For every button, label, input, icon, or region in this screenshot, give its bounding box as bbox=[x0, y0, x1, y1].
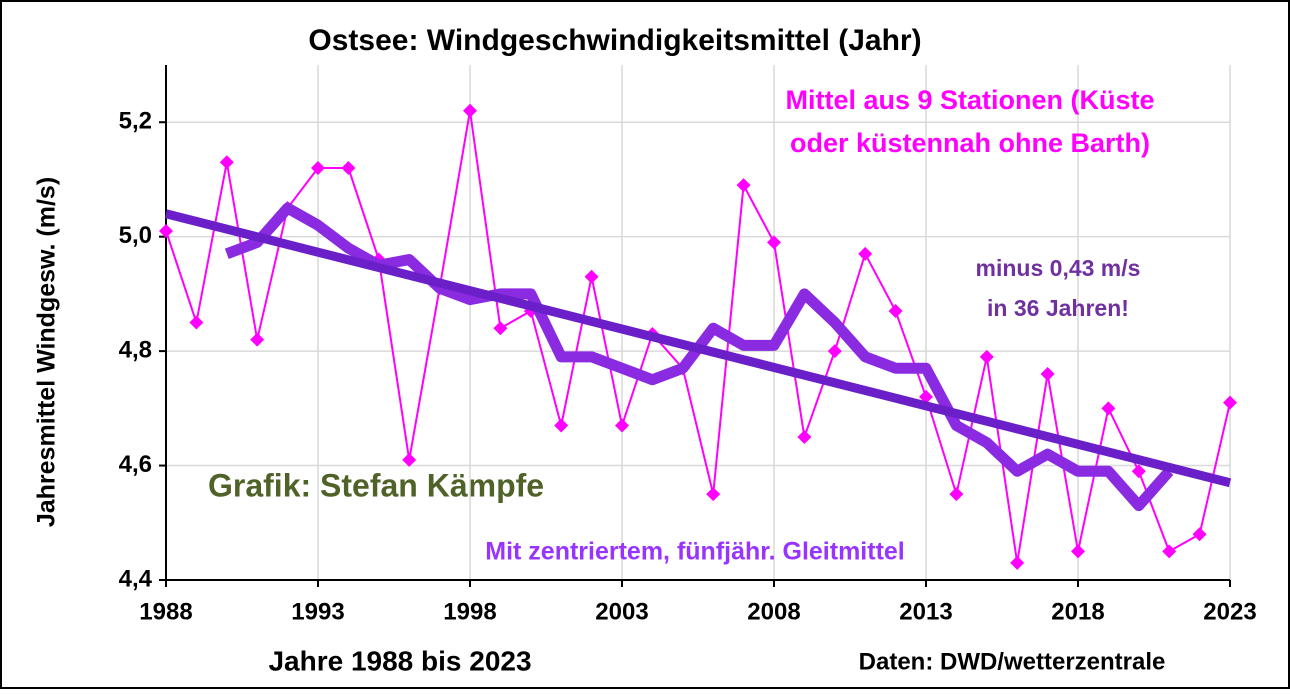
y-axis-label: Jahresmittel Windgesw. (m/s) bbox=[33, 177, 61, 527]
point bbox=[1131, 464, 1146, 479]
point bbox=[463, 103, 477, 118]
series-annotation: Mittel aus 9 Stationen (Küste bbox=[785, 85, 1154, 115]
x-tick-label: 2018 bbox=[1051, 598, 1104, 625]
source: Daten: DWD/wetterzentrale bbox=[859, 648, 1166, 675]
point bbox=[1162, 544, 1177, 559]
point bbox=[189, 315, 204, 330]
point bbox=[767, 235, 781, 250]
point bbox=[493, 321, 508, 336]
point bbox=[1192, 527, 1207, 542]
x-tick-label: 2023 bbox=[1203, 598, 1256, 625]
point bbox=[979, 349, 994, 364]
point bbox=[1040, 367, 1055, 381]
point bbox=[219, 155, 234, 170]
x-tick-label: 2013 bbox=[899, 598, 952, 625]
x-tick-label: 2008 bbox=[747, 598, 800, 625]
x-tick-label: 2003 bbox=[595, 598, 648, 625]
y-tick-label: 5,2 bbox=[119, 108, 152, 135]
y-tick-label: 4,4 bbox=[119, 565, 153, 592]
point bbox=[250, 332, 265, 347]
point bbox=[1010, 555, 1025, 570]
x-tick-label: 1993 bbox=[291, 598, 344, 625]
point bbox=[1071, 544, 1085, 559]
series-annotation: Mit zentriertem, fünfjähr. Gleitmittel bbox=[485, 538, 905, 566]
series-annotation: in 36 Jahren! bbox=[987, 295, 1129, 321]
point bbox=[311, 161, 325, 175]
x-tick-label: 1998 bbox=[443, 598, 496, 625]
point bbox=[827, 344, 842, 359]
series-annotation: minus 0,43 m/s bbox=[976, 255, 1141, 281]
chart-title: Ostsee: Windgeschwindigkeitsmittel (Jahr… bbox=[308, 24, 921, 57]
point bbox=[949, 487, 964, 502]
point bbox=[797, 429, 812, 444]
series-annotation: oder küstennah ohne Barth) bbox=[790, 128, 1150, 158]
x-axis-label: Jahre 1988 bis 2023 bbox=[268, 645, 531, 676]
point bbox=[402, 452, 417, 467]
point bbox=[615, 418, 629, 433]
point bbox=[858, 246, 873, 261]
x-tick-label: 1988 bbox=[139, 598, 192, 625]
point bbox=[736, 178, 751, 193]
y-tick-label: 5,0 bbox=[119, 222, 152, 249]
point bbox=[554, 418, 569, 433]
y-tick-label: 4,6 bbox=[119, 451, 152, 478]
point bbox=[341, 161, 356, 175]
credit: Grafik: Stefan Kämpfe bbox=[208, 467, 544, 503]
point bbox=[1101, 401, 1116, 416]
point bbox=[888, 304, 903, 319]
point bbox=[1223, 395, 1237, 410]
point bbox=[584, 269, 599, 284]
series-line bbox=[164, 209, 1232, 488]
point bbox=[706, 487, 721, 502]
point bbox=[159, 223, 173, 238]
y-tick-label: 4,8 bbox=[119, 336, 152, 363]
